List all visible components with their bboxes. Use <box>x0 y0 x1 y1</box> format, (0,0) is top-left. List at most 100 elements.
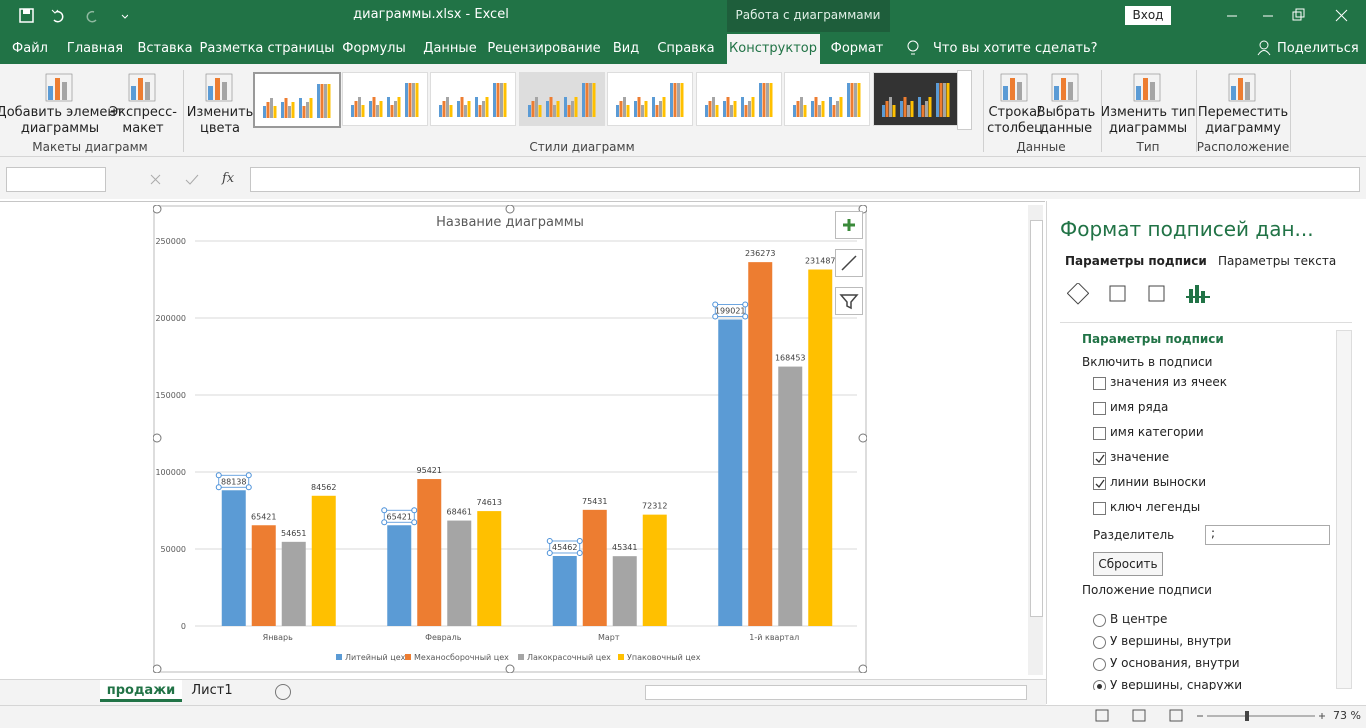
chart-side-button[interactable] <box>835 249 863 277</box>
pane-scrollbar[interactable] <box>1336 330 1352 689</box>
ribbon-button-label[interactable]: диаграммы <box>1108 121 1188 136</box>
checkbox-label[interactable]: значение <box>1110 450 1170 464</box>
ribbon-tab[interactable]: Вставка <box>137 41 193 56</box>
gallery-scroll[interactable] <box>957 70 972 130</box>
style-thumbnail[interactable] <box>607 72 693 126</box>
ribbon-button-label[interactable]: Изменить тип <box>1100 105 1196 120</box>
sheet-tab[interactable]: продажи <box>100 680 182 702</box>
ribbon-tab[interactable]: Данные <box>423 41 477 56</box>
checkbox[interactable] <box>1093 427 1106 440</box>
chart-handle <box>153 205 162 214</box>
ribbon-button-label[interactable]: Строка/ <box>988 105 1042 120</box>
ribbon-icon[interactable] <box>1050 72 1080 102</box>
thumb-bars <box>350 83 418 117</box>
radio-label[interactable]: В центре <box>1110 612 1168 626</box>
ribbon-tab[interactable]: Конструктор <box>729 41 817 56</box>
checkbox-label[interactable]: имя ряда <box>1110 400 1169 414</box>
ribbon-button-label[interactable]: Переместить <box>1197 105 1289 120</box>
share[interactable]: Поделиться <box>1277 41 1359 56</box>
bar <box>251 525 276 626</box>
window-controls[interactable] <box>1225 8 1355 24</box>
ribbon-tab[interactable]: Главная <box>66 41 124 56</box>
chart[interactable]: Название диаграммы 0 50000 100000 150000 2000… <box>153 205 867 673</box>
ribbon-button-label[interactable]: данные <box>1039 121 1093 136</box>
pane-bottom-cover <box>1047 690 1366 705</box>
pane-icon[interactable] <box>1146 283 1168 305</box>
v-thumb[interactable] <box>1030 220 1043 617</box>
radio-label[interactable]: У вершины, внутри <box>1110 634 1232 648</box>
ribbon-button-label[interactable]: столбец <box>987 121 1043 136</box>
style-thumbnail[interactable] <box>784 72 870 126</box>
style-thumbnail[interactable] <box>341 72 428 126</box>
sheet-tab[interactable]: Лист1 <box>191 683 233 698</box>
ribbon-icon[interactable] <box>1227 72 1257 102</box>
style-thumbnail[interactable] <box>253 72 341 128</box>
h-scrollbar[interactable] <box>645 685 1027 700</box>
radio[interactable] <box>1093 614 1106 627</box>
ribbon-button-label[interactable]: цвета <box>199 121 241 136</box>
ribbon-tab[interactable]: Формулы <box>342 41 406 56</box>
ribbon-tab[interactable]: Справка <box>657 41 715 56</box>
style-thumbnail[interactable] <box>872 72 959 126</box>
ribbon-button-label[interactable]: макет <box>122 121 164 136</box>
selection-handle <box>576 549 583 556</box>
pane-icon[interactable] <box>1187 283 1209 305</box>
style-thumbnail[interactable] <box>518 72 605 126</box>
thumb-bars <box>263 84 331 118</box>
checkbox-label[interactable]: значения из ячеек <box>1110 375 1228 389</box>
style-thumbnail[interactable] <box>430 72 516 126</box>
ribbon-button-label[interactable]: Экспресс- <box>109 105 177 120</box>
radio-label[interactable]: У основания, внутри <box>1110 656 1240 670</box>
radio-label[interactable]: У вершины, снаружи <box>1110 678 1243 692</box>
ribbon-tab[interactable]: Разметка страницы <box>199 41 335 56</box>
ribbon-icon[interactable] <box>1132 72 1162 102</box>
ribbon-tab[interactable]: Рецензирование <box>487 41 601 56</box>
data-label: 72312 <box>642 502 667 511</box>
checkbox-label[interactable]: линии выноски <box>1110 475 1207 489</box>
checkbox-label[interactable]: имя категории <box>1110 425 1204 439</box>
chart-side-button[interactable] <box>835 287 863 315</box>
icon <box>1066 281 1090 305</box>
ribbon-button-label[interactable]: Изменить <box>186 105 254 120</box>
chart-side-button[interactable] <box>835 211 863 239</box>
ribbon-icon[interactable] <box>999 72 1029 102</box>
ribbon-button-label[interactable]: Добавить элемент <box>0 105 124 120</box>
data-label: 45462 <box>552 543 577 552</box>
style-thumbnail[interactable] <box>695 72 782 126</box>
fx-label[interactable]: fx <box>222 171 235 186</box>
checkbox[interactable] <box>1093 377 1106 390</box>
pane-icon[interactable] <box>1107 283 1129 305</box>
ribbon-button-label[interactable]: диаграммы <box>20 121 100 136</box>
radio[interactable] <box>1093 658 1106 671</box>
ribbon-icon[interactable] <box>44 72 74 102</box>
separator-select[interactable]: ; <box>1205 525 1330 545</box>
ribbon-icon[interactable] <box>127 72 157 102</box>
checkbox[interactable] <box>1093 452 1106 465</box>
checkbox-label[interactable]: ключ легенды <box>1110 500 1201 514</box>
include-label: Включить в подписи <box>1082 355 1213 369</box>
zoom-level[interactable]: 73 % <box>1333 709 1361 722</box>
pane-tab[interactable]: Параметры текста <box>1218 254 1337 268</box>
signin-button[interactable]: Вход <box>1125 6 1171 25</box>
pane-icon[interactable] <box>1066 281 1090 305</box>
ribbon-tab[interactable]: Формат <box>830 41 884 56</box>
selection-handle <box>546 549 553 556</box>
radio[interactable] <box>1093 636 1106 649</box>
tell-me[interactable]: Что вы хотите сделать? <box>933 41 1098 56</box>
ribbon-button-label[interactable]: диаграмму <box>1205 121 1281 136</box>
add-sheet[interactable] <box>275 684 291 700</box>
checkbox[interactable] <box>1093 502 1106 515</box>
pane-tab[interactable]: Параметры подписи <box>1065 254 1207 268</box>
name-box[interactable] <box>6 167 106 192</box>
reset-button[interactable]: Сбросить <box>1093 552 1163 576</box>
section-header[interactable]: Параметры подписи <box>1082 332 1224 346</box>
ribbon-button-label[interactable]: Выбрать <box>1036 105 1096 120</box>
ribbon-tab[interactable]: Файл <box>12 41 48 56</box>
checkbox[interactable] <box>1093 477 1106 490</box>
ribbon-tab[interactable]: Вид <box>612 41 640 56</box>
checkbox[interactable] <box>1093 402 1106 415</box>
context-title: Работа с диаграммами <box>735 8 881 22</box>
view-controls[interactable] <box>1095 709 1325 723</box>
formula-input[interactable] <box>250 167 1360 192</box>
ribbon-icon[interactable] <box>204 72 234 102</box>
